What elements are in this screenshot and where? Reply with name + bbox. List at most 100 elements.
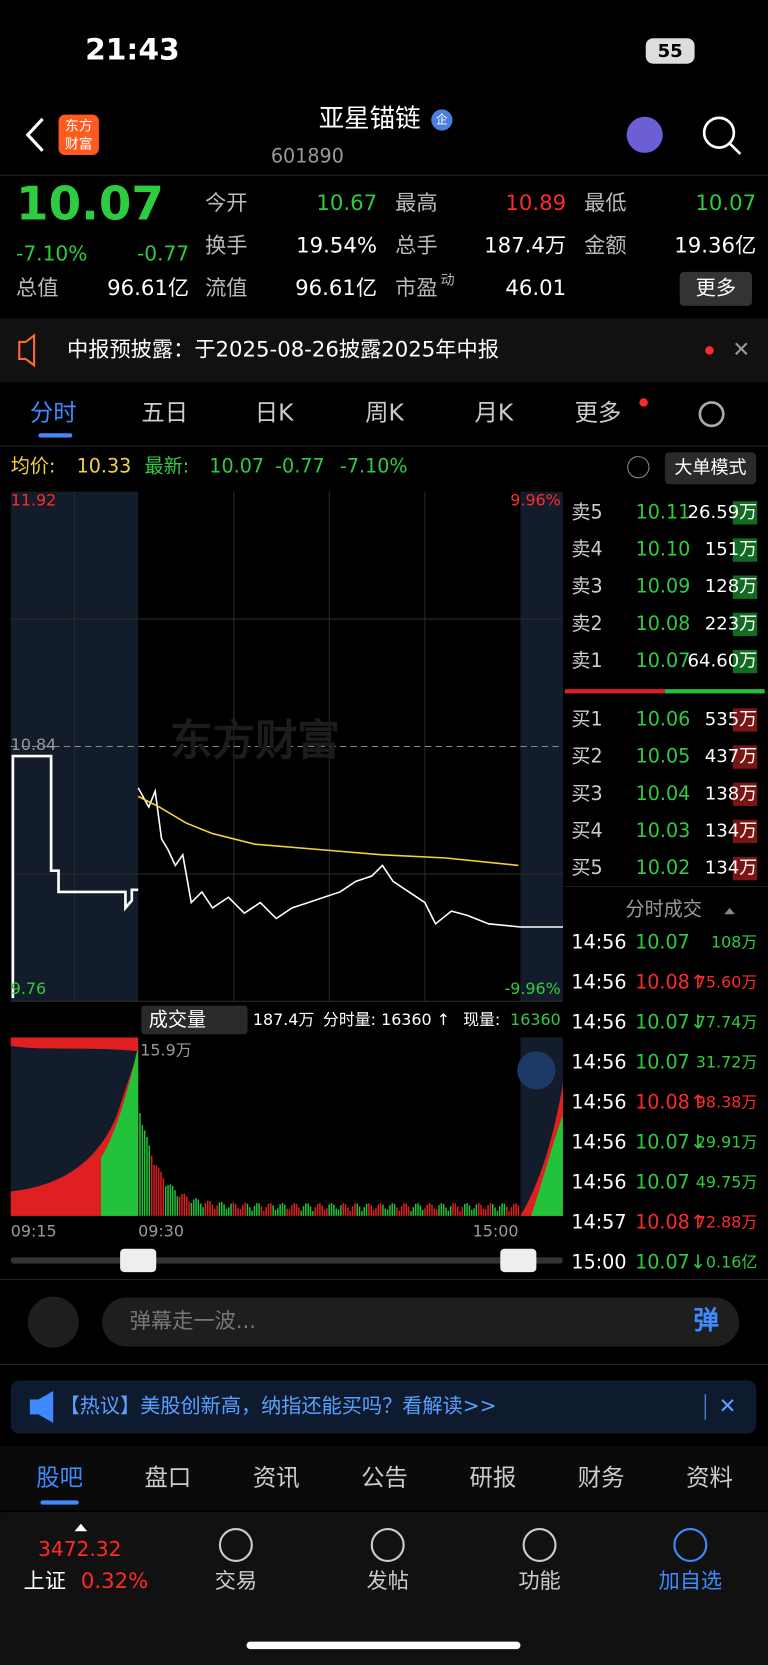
search[interactable] (702, 116, 736, 149)
field-value: 96.61亿 (107, 276, 189, 301)
volume-bar (513, 1203, 515, 1216)
volume-bar (379, 1203, 382, 1216)
volume-bar (164, 1186, 167, 1216)
help[interactable] (627, 456, 650, 479)
bottom-tab[interactable]: 财务 (578, 1464, 625, 1492)
volume-bar (288, 1209, 291, 1216)
volume-bar (372, 1209, 375, 1216)
book-vol-bg (732, 649, 758, 674)
tab[interactable]: 周K (365, 399, 404, 427)
volume-bar (174, 1190, 176, 1216)
nav-item[interactable]: 功能 (518, 1569, 560, 1594)
volume-selector[interactable] (141, 1005, 248, 1035)
mode-button[interactable] (664, 452, 757, 485)
book-label: 买1 (571, 707, 602, 730)
volume-bar (454, 1203, 457, 1216)
volume-bar (209, 1201, 211, 1216)
tab[interactable]: 月K (475, 399, 514, 427)
field-value: 19.36亿 (674, 233, 756, 258)
mode: 大单模式 (674, 457, 746, 478)
volume-bar (251, 1210, 253, 1216)
volume-bar (316, 1203, 319, 1216)
bottom-tab[interactable]: 公告 (361, 1464, 408, 1492)
banner[interactable] (10, 1380, 757, 1434)
avg-label: 均价: (11, 455, 56, 478)
comment-placeholder: 弹幕走一波... (130, 1309, 256, 1334)
nav-icon[interactable] (673, 1528, 708, 1562)
volume-bar (393, 1204, 396, 1216)
bottom-tab[interactable]: 资讯 (253, 1464, 300, 1492)
bottom-tab[interactable]: 资料 (686, 1464, 733, 1492)
field-label: 流值 (205, 276, 247, 301)
trade-vol: 49.75万 (696, 1173, 757, 1192)
volume-bar (489, 1203, 492, 1216)
tab[interactable]: 分时 (30, 399, 77, 427)
field-value: 46.01 (505, 276, 566, 301)
volume-bar (270, 1203, 272, 1216)
book-label: 卖1 (571, 649, 602, 672)
auction-line (11, 754, 139, 999)
book-divider (664, 689, 765, 694)
comment-button[interactable]: 弹 (694, 1306, 719, 1336)
comment-icon[interactable] (27, 1296, 79, 1348)
close[interactable]: ✕ (732, 337, 750, 362)
time-label: 09:30 (138, 1221, 184, 1240)
nav-item[interactable]: 交易 (215, 1569, 257, 1594)
field-value: 96.61亿 (295, 276, 377, 301)
status-time: 21:43 (85, 32, 180, 67)
bottom-tab[interactable]: 研报 (469, 1464, 516, 1492)
change: -0.77 (137, 241, 189, 265)
slider-handle[interactable] (500, 1248, 537, 1273)
comment-input[interactable] (102, 1297, 740, 1347)
nav-icon[interactable] (370, 1528, 405, 1562)
book-label: 买5 (571, 856, 602, 879)
nav-icon[interactable] (522, 1528, 557, 1562)
tab[interactable]: 日K (255, 399, 294, 427)
volume-bar (155, 1165, 158, 1216)
dot (639, 398, 648, 407)
expand[interactable] (517, 1051, 556, 1090)
volume-bar (143, 1130, 146, 1216)
book-vol: 128万 (705, 576, 758, 597)
book-vol-bg (732, 782, 758, 806)
volume-bar (356, 1203, 358, 1216)
bottom-tab[interactable]: 盘口 (145, 1464, 192, 1492)
book-vol-bg (732, 575, 758, 599)
volume-bar (482, 1208, 485, 1216)
book-vol: 134万 (705, 820, 758, 841)
more-button[interactable] (679, 271, 752, 306)
field-value: 10.67 (316, 191, 377, 216)
tab[interactable]: 更多 (575, 399, 622, 427)
nav-icon[interactable] (218, 1528, 253, 1562)
trade-price: 10.07 (635, 1051, 690, 1074)
volume-bar (274, 1209, 277, 1216)
volume-bar (181, 1193, 183, 1216)
more-label: 更多 (696, 275, 736, 299)
volume-bar (146, 1136, 148, 1216)
volume-bar (468, 1205, 471, 1216)
volume-bar (239, 1209, 242, 1216)
trade-time: 14:56 (571, 1091, 626, 1114)
assistant[interactable] (626, 116, 663, 153)
sort-icon[interactable] (724, 907, 735, 915)
nav-item[interactable]: 发帖 (366, 1569, 408, 1594)
volume-bar (349, 1210, 351, 1216)
tab[interactable]: 五日 (141, 399, 188, 427)
book-vol: 64.60万 (688, 651, 758, 672)
volume-bar (363, 1207, 365, 1216)
volume-bar (517, 1205, 520, 1216)
volume-bar (326, 1208, 328, 1216)
book-label: 买3 (571, 782, 602, 805)
book-vol-bg (732, 708, 758, 732)
settings[interactable] (698, 401, 725, 428)
back-button[interactable] (25, 117, 44, 152)
nav-item[interactable]: 加自选 (659, 1569, 723, 1594)
close[interactable]: ✕ (719, 1394, 737, 1419)
price-line (137, 787, 563, 928)
trade-vol: 72.88万 (696, 1213, 757, 1232)
volume-bar (358, 1206, 361, 1216)
field-label: 今开 (205, 191, 247, 216)
bottom-tab[interactable]: 股吧 (36, 1464, 83, 1492)
index-name: 上证 (23, 1569, 65, 1594)
slider-handle[interactable] (120, 1248, 157, 1273)
